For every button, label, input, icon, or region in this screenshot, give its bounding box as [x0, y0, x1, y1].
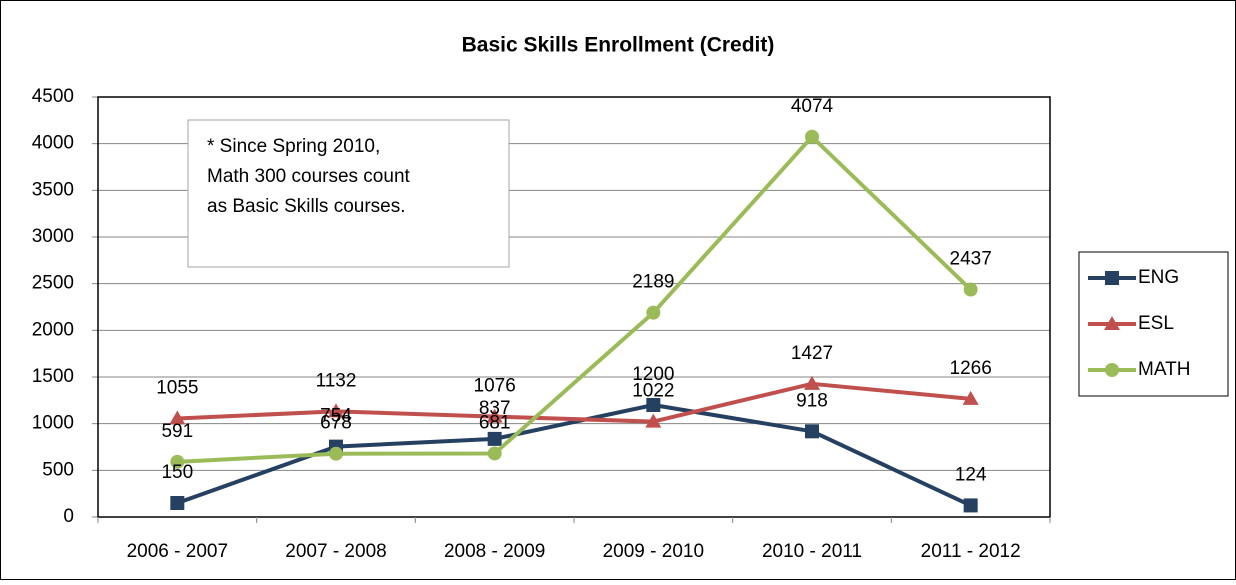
data-label: 837: [479, 398, 511, 419]
data-label: 681: [479, 412, 511, 433]
marker: [329, 446, 343, 461]
chart-title: Basic Skills Enrollment (Credit): [462, 34, 775, 57]
marker: [805, 424, 819, 439]
y-tick-label: 3500: [32, 179, 74, 200]
data-label: 124: [955, 464, 987, 485]
annotation-text: as Basic Skills courses.: [207, 196, 406, 217]
y-tick-label: 4000: [32, 133, 74, 154]
y-tick-label: 2000: [32, 319, 74, 340]
x-tick-label: 2009 - 2010: [603, 541, 704, 562]
marker: [804, 375, 820, 390]
legend-label: MATH: [1138, 359, 1190, 380]
data-label: 1022: [632, 381, 674, 402]
x-tick-label: 2010 - 2011: [762, 541, 862, 562]
marker: [486, 408, 503, 423]
data-label: 150: [161, 462, 193, 483]
data-label: 754: [320, 406, 352, 427]
marker: [963, 498, 978, 513]
x-tick-label: 2007 - 2008: [285, 541, 386, 562]
marker: [1105, 363, 1119, 377]
marker: [328, 403, 344, 418]
data-label: 1055: [156, 378, 198, 399]
data-label: 4074: [791, 96, 834, 117]
data-label: 1427: [791, 343, 833, 364]
y-tick-label: 2500: [32, 273, 74, 294]
marker: [1105, 271, 1119, 285]
data-label: 1200: [632, 364, 674, 385]
marker: [487, 446, 502, 461]
data-label: 918: [796, 390, 828, 411]
x-tick-label: 2006 - 2007: [127, 541, 228, 562]
marker: [646, 305, 661, 320]
y-tick-label: 500: [42, 459, 74, 480]
marker: [963, 282, 978, 297]
marker: [962, 390, 979, 405]
annotation-box: [187, 119, 510, 268]
y-tick-label: 1500: [32, 366, 74, 387]
y-tick-label: 0: [63, 506, 74, 527]
legend-label: ENG: [1138, 267, 1179, 288]
data-label: 2189: [632, 272, 674, 293]
series-line: [177, 134, 973, 464]
marker: [487, 431, 502, 446]
marker: [1104, 316, 1120, 330]
marker: [805, 129, 819, 144]
y-tick-label: 1000: [32, 413, 74, 434]
data-label: 1132: [316, 370, 357, 391]
marker: [645, 413, 662, 428]
data-label: 678: [320, 413, 352, 434]
marker: [170, 454, 185, 469]
y-tick-label: 4500: [32, 86, 74, 107]
marker: [646, 398, 661, 412]
annotation-text: Math 300 courses count: [207, 166, 411, 187]
y-tick-label: 3000: [32, 226, 74, 247]
data-label: 1266: [950, 358, 992, 379]
marker: [170, 496, 185, 510]
marker: [169, 410, 186, 425]
annotation-text: * Since Spring 2010,: [207, 136, 380, 157]
series-line: [177, 381, 971, 424]
data-label: 591: [161, 421, 193, 442]
data-label: 2437: [950, 249, 992, 270]
x-tick-label: 2011 - 2012: [921, 541, 1021, 562]
data-label: 1076: [474, 376, 516, 397]
legend-label: ESL: [1138, 313, 1174, 334]
x-tick-label: 2008 - 2009: [444, 541, 545, 562]
